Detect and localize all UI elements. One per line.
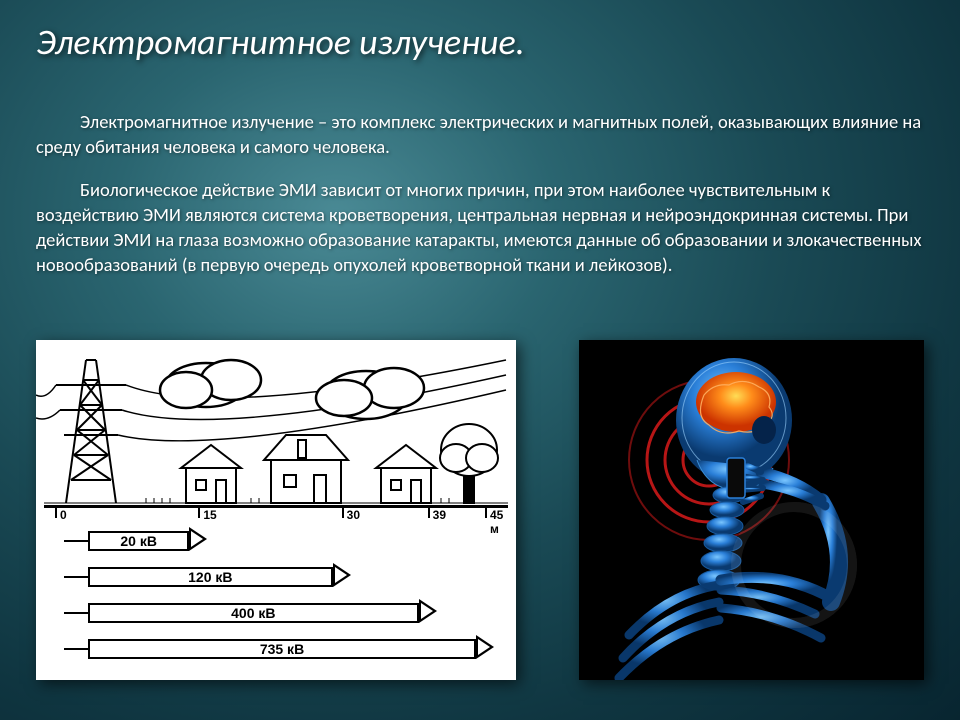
arrow-head-icon	[476, 635, 494, 659]
arrow-stub	[64, 540, 88, 542]
distance-tick-label: 39	[433, 508, 446, 522]
arrow-head-icon	[419, 599, 437, 623]
arrow-stub	[64, 612, 88, 614]
distance-tick-label: 0	[60, 508, 67, 522]
distance-tick	[485, 508, 487, 518]
voltage-arrow-row: 20 кВ	[52, 528, 500, 558]
arrow-head-icon	[333, 563, 351, 587]
voltage-arrow-bar: 120 кВ	[88, 567, 333, 587]
voltage-arrow-row: 120 кВ	[52, 564, 500, 594]
skeleton-svg	[579, 340, 924, 680]
arrow-head-icon	[189, 527, 207, 551]
distance-tick	[342, 508, 344, 518]
distance-tick	[55, 508, 57, 518]
slide-title: Электромагнитное излучение.	[36, 20, 525, 64]
power-lines-scene	[36, 340, 516, 505]
diagram-power-lines: 015303945 м 20 кВ120 кВ400 кВ735 кВ	[36, 340, 516, 680]
distance-ticks: 015303945 м	[44, 508, 508, 526]
distance-tick-label: 30	[347, 508, 360, 522]
voltage-arrow-row: 735 кВ	[52, 636, 500, 666]
voltage-arrow-bar: 20 кВ	[88, 531, 189, 551]
arrow-stub	[64, 648, 88, 650]
diagram-skeleton-phone	[579, 340, 924, 680]
voltage-arrow-row: 400 кВ	[52, 600, 500, 630]
voltage-arrow-bar: 400 кВ	[88, 603, 419, 623]
paragraph-effects: Биологическое действие ЭМИ зависит от мн…	[36, 178, 924, 278]
arrow-stub	[64, 576, 88, 578]
distance-tick	[198, 508, 200, 518]
distance-tick	[428, 508, 430, 518]
voltage-arrow-bar: 735 кВ	[88, 639, 476, 659]
distance-tick-label: 15	[203, 508, 216, 522]
paragraph-definition: Электромагнитное излучение – это комплек…	[36, 110, 924, 160]
